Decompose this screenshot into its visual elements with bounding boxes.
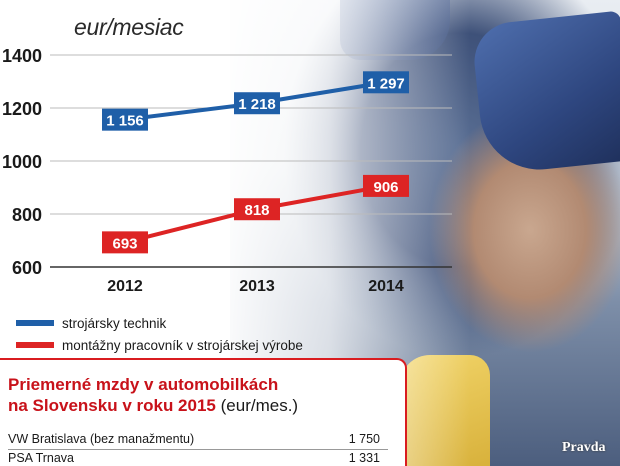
legend-swatch-technik [16,320,54,326]
info-title: Priemerné mzdy v automobilkách na Sloven… [8,374,403,416]
legend-swatch-pracovnik [16,342,54,348]
data-label: 1 297 [367,75,405,92]
data-label: 693 [112,235,137,252]
info-row-company: PSA Trnava [8,451,75,465]
data-point [363,174,409,197]
x-tick-label: 2014 [368,278,404,295]
info-row-value: 1 331 [348,451,380,465]
data-label: 1 218 [238,96,276,113]
x-tick-label: 2013 [239,278,275,295]
data-label: 1 156 [106,113,144,130]
data-point [102,231,148,254]
y-tick-label: 1000 [2,152,42,172]
y-tick-label: 600 [12,258,42,278]
info-title-line2: na Slovensku v roku 2015 (eur/mes.) [8,395,403,416]
data-point [363,71,409,94]
info-title-line1: Priemerné mzdy v automobilkách [8,375,279,394]
info-row-value: 1 750 [348,432,380,446]
chart-legend: strojársky technik montážny pracovník v … [16,312,436,356]
info-divider [8,449,388,450]
legend-label-technik: strojársky technik [62,315,167,331]
legend-label-pracovnik: montážny pracovník v strojárskej výrobe [62,337,303,353]
y-tick-label: 800 [12,205,42,225]
pravda-logo: Pravda [562,440,606,455]
info-row-company: VW Bratislava (bez manažmentu) [8,432,195,446]
line-chart: 600 800 1000 1200 1400 2012 2013 2014 1 156 1 218… [2,46,452,295]
data-label: 818 [244,202,269,219]
info-title-unit: (eur/mes.) [220,396,299,415]
unit-label: eur/mesiac [74,14,184,40]
info-title-line2-text: na Slovensku v roku 2015 [8,396,216,415]
data-point [234,198,280,221]
y-tick-label: 1400 [2,46,42,66]
data-label: 906 [373,179,398,196]
x-tick-label: 2012 [107,278,143,295]
info-row: VW Bratislava (bez manažmentu) 1 750 [8,432,380,446]
data-point [102,108,148,131]
info-row: PSA Trnava 1 331 [8,451,380,465]
legend-item-technik: strojársky technik [16,312,436,334]
legend-item-pracovnik: montážny pracovník v strojárskej výrobe [16,334,436,356]
data-point [234,92,280,115]
y-tick-label: 1200 [2,99,42,119]
info-box: Priemerné mzdy v automobilkách na Sloven… [0,358,407,466]
